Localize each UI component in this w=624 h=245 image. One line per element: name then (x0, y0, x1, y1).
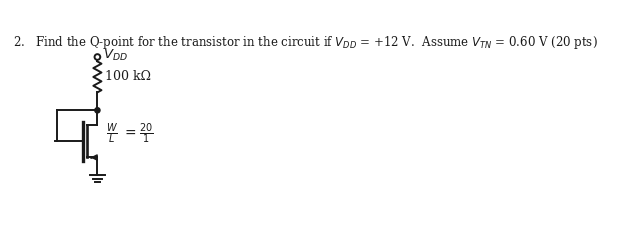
Text: 2.   Find the Q-point for the transistor in the circuit if $V_{DD}$ = +12 V.  As: 2. Find the Q-point for the transistor i… (12, 34, 598, 51)
Text: $V_{DD}$: $V_{DD}$ (103, 48, 128, 63)
Text: $\frac{W}{L}$: $\frac{W}{L}$ (105, 122, 117, 146)
Text: $= \frac{20}{1}$: $= \frac{20}{1}$ (122, 122, 154, 146)
Text: 100 kΩ: 100 kΩ (105, 70, 151, 84)
Circle shape (95, 108, 100, 113)
